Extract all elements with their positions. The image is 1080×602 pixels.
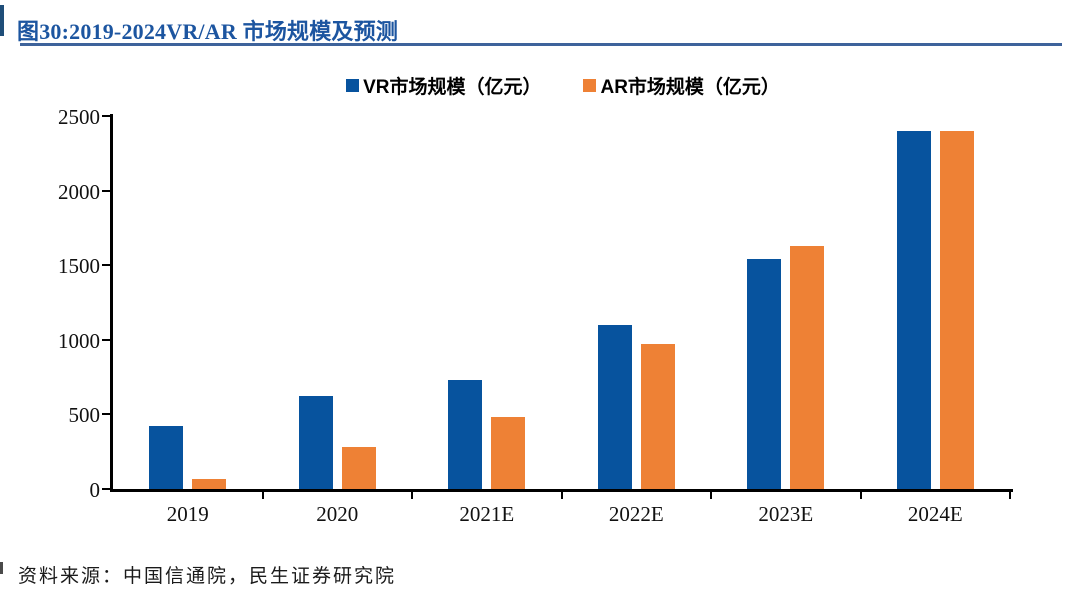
bar-ar-2019 <box>192 478 227 489</box>
bar-ar-2023E <box>790 245 825 489</box>
y-axis-tick <box>102 413 110 416</box>
y-axis-line <box>110 114 113 492</box>
x-category-label: 2022E <box>608 502 664 526</box>
legend-label-vr: VR市场规模（亿元） <box>363 76 542 98</box>
x-axis-tick <box>1009 492 1011 499</box>
x-category-label: 2024E <box>907 502 963 526</box>
bar-ar-2020 <box>341 447 376 489</box>
x-axis-line <box>110 489 1013 492</box>
bar-vr-2021E <box>448 380 483 489</box>
bar-vr-2022E <box>597 324 632 489</box>
legend-label-ar: AR市场规模（亿元） <box>600 76 780 98</box>
legend-swatch-vr-icon <box>346 78 360 92</box>
y-axis-tick-label: 2000 <box>58 179 100 204</box>
x-category-label: 2019 <box>166 502 209 526</box>
x-axis-tick <box>560 492 563 499</box>
x-category-label: 2023E <box>758 502 814 526</box>
x-axis-tick <box>859 492 862 499</box>
y-axis-tick <box>102 338 110 341</box>
y-axis-tick-label: 500 <box>68 403 101 428</box>
figure-title: 图30:2019-2024VR/AR 市场规模及预测 <box>17 19 399 44</box>
y-axis-tick-label: 2500 <box>58 105 100 129</box>
y-axis-tick-label: 1500 <box>58 254 100 279</box>
bar-ar-2022E <box>640 344 675 489</box>
page-edge-artifact-top <box>0 5 4 36</box>
legend-item-vr: VR市场规模（亿元） <box>346 72 541 99</box>
title-underline-rule <box>20 43 1062 46</box>
bar-ar-2024E <box>939 130 974 489</box>
bar-vr-2020 <box>298 396 333 489</box>
x-category-label: 2020 <box>316 502 359 526</box>
page-edge-artifact-bottom <box>0 562 3 574</box>
bar-vr-2024E <box>896 130 931 489</box>
bar-vr-2019 <box>149 426 184 489</box>
chart-legend: VR市场规模（亿元） AR市场规模（亿元） <box>113 72 1013 99</box>
bar-ar-2021E <box>491 417 526 489</box>
x-axis-tick <box>411 492 413 499</box>
x-category-label: 2021E <box>459 502 515 526</box>
bar-vr-2023E <box>747 259 782 489</box>
y-axis-tick <box>102 115 110 117</box>
y-axis-tick <box>102 189 110 192</box>
y-axis-tick-label: 1000 <box>58 328 100 353</box>
y-axis-tick <box>102 264 110 267</box>
x-axis-tick <box>710 492 712 499</box>
legend-swatch-ar-icon <box>583 78 597 92</box>
x-axis-tick <box>261 492 264 499</box>
y-axis-tick <box>102 488 110 490</box>
source-note: 资料来源：中国信通院，民生证券研究院 <box>18 566 397 587</box>
y-axis-tick-label: 0 <box>89 478 101 502</box>
legend-item-ar: AR市场规模（亿元） <box>583 72 780 99</box>
